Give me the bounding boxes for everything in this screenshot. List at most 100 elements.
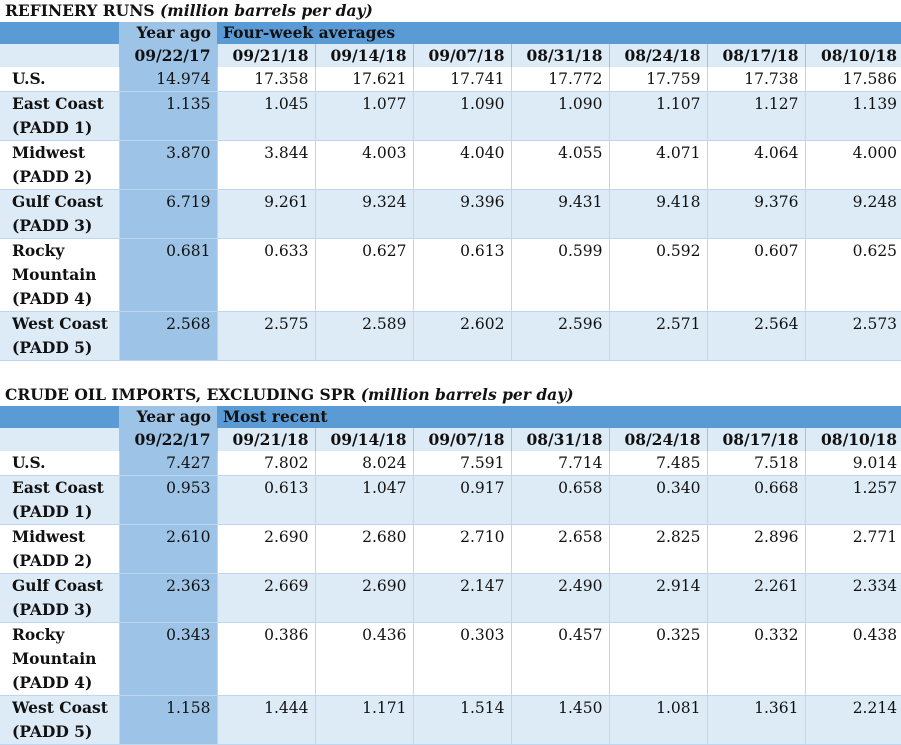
date-header: 08/31/18 [510, 44, 609, 67]
value-cell: 1.171 [314, 695, 413, 745]
value-cell: 4.000 [804, 140, 901, 190]
value-cell: 0.613 [216, 475, 315, 525]
value-cell: 9.418 [608, 189, 707, 239]
value-cell: 2.596 [510, 311, 609, 361]
date-header: 08/17/18 [706, 44, 805, 67]
header-group-row: Year ago Four-week averages [0, 22, 901, 44]
value-cell: 1.158 [118, 695, 217, 745]
value-cell: 2.261 [706, 573, 805, 623]
value-cell: 7.591 [412, 451, 511, 476]
date-header: 09/21/18 [216, 428, 315, 451]
region-label: Gulf Coast (PADD 3) [0, 573, 119, 623]
header-blank-cell [0, 22, 119, 44]
table-row-west-coast: West Coast (PADD 5) 2.568 2.575 2.589 2.602 2… [0, 311, 901, 361]
date-header: 08/31/18 [510, 428, 609, 451]
table-unit: (million barrels per day) [360, 385, 574, 404]
value-cell: 1.077 [314, 91, 413, 141]
value-cell: 17.621 [314, 67, 413, 92]
value-cell: 2.610 [118, 524, 217, 574]
value-cell: 0.627 [314, 238, 413, 312]
value-cell: 7.802 [216, 451, 315, 476]
date-header-blank [0, 428, 119, 451]
value-cell: 0.953 [118, 475, 217, 525]
value-cell: 1.047 [314, 475, 413, 525]
value-cell: 2.602 [412, 311, 511, 361]
value-cell: 2.680 [314, 524, 413, 574]
value-cell: 4.071 [608, 140, 707, 190]
value-cell: 0.599 [510, 238, 609, 312]
refinery-runs-section: REFINERY RUNS (million barrels per day) Y… [0, 0, 901, 361]
table-title-text: CRUDE OIL IMPORTS, EXCLUDING SPR [5, 385, 356, 404]
table-title-text: REFINERY RUNS [5, 1, 155, 20]
value-cell: 1.514 [412, 695, 511, 745]
region-label: West Coast (PADD 5) [0, 311, 119, 361]
value-cell: 0.681 [118, 238, 217, 312]
crude-imports-section: CRUDE OIL IMPORTS, EXCLUDING SPR (millio… [0, 384, 901, 745]
value-cell: 0.438 [804, 622, 901, 696]
data-table: Year ago Four-week averages 09/22/17 09/21/… [0, 22, 901, 361]
header-group-row: Year ago Most recent [0, 406, 901, 428]
value-cell: 0.343 [118, 622, 217, 696]
date-header: 09/14/18 [314, 428, 413, 451]
value-cell: 0.340 [608, 475, 707, 525]
date-header: 09/14/18 [314, 44, 413, 67]
value-cell: 17.586 [804, 67, 901, 92]
value-cell: 9.431 [510, 189, 609, 239]
value-cell: 2.147 [412, 573, 511, 623]
group-label: Most recent [217, 406, 901, 428]
value-cell: 1.135 [118, 91, 217, 141]
region-label: U.S. [0, 451, 119, 476]
value-cell: 9.261 [216, 189, 315, 239]
value-cell: 4.055 [510, 140, 609, 190]
value-cell: 0.332 [706, 622, 805, 696]
value-cell: 0.436 [314, 622, 413, 696]
value-cell: 17.759 [608, 67, 707, 92]
region-label: Rocky Mountain (PADD 4) [0, 622, 119, 696]
value-cell: 2.914 [608, 573, 707, 623]
value-cell: 2.710 [412, 524, 511, 574]
value-cell: 0.625 [804, 238, 901, 312]
value-cell: 1.107 [608, 91, 707, 141]
table-row-rocky-mountain: Rocky Mountain (PADD 4) 0.681 0.633 0.627 0.… [0, 238, 901, 312]
region-label: East Coast (PADD 1) [0, 91, 119, 141]
value-cell: 1.361 [706, 695, 805, 745]
value-cell: 0.607 [706, 238, 805, 312]
data-table: Year ago Most recent 09/22/17 09/21/18 09/14… [0, 406, 901, 745]
date-header: 08/24/18 [608, 428, 707, 451]
value-cell: 1.045 [216, 91, 315, 141]
region-label: Midwest (PADD 2) [0, 524, 119, 574]
table-row-midwest: Midwest (PADD 2) 2.610 2.690 2.680 2.710 2.65… [0, 524, 901, 574]
value-cell: 2.690 [216, 524, 315, 574]
value-cell: 2.658 [510, 524, 609, 574]
value-cell: 14.974 [118, 67, 217, 92]
value-cell: 2.771 [804, 524, 901, 574]
value-cell: 9.324 [314, 189, 413, 239]
table-row-midwest: Midwest (PADD 2) 3.870 3.844 4.003 4.040 4.05… [0, 140, 901, 190]
date-header: 09/22/17 [118, 428, 217, 451]
value-cell: 0.658 [510, 475, 609, 525]
value-cell: 2.573 [804, 311, 901, 361]
date-header-row: 09/22/17 09/21/18 09/14/18 09/07/18 08/31/18… [0, 428, 901, 451]
value-cell: 7.714 [510, 451, 609, 476]
value-cell: 2.334 [804, 573, 901, 623]
table-row-west-coast: West Coast (PADD 5) 1.158 1.444 1.171 1.514 1… [0, 695, 901, 745]
value-cell: 7.485 [608, 451, 707, 476]
date-header: 09/07/18 [412, 428, 511, 451]
value-cell: 0.303 [412, 622, 511, 696]
year-ago-label: Year ago [119, 406, 217, 428]
value-cell: 1.090 [412, 91, 511, 141]
date-header-row: 09/22/17 09/21/18 09/14/18 09/07/18 08/31/18… [0, 44, 901, 67]
value-cell: 2.564 [706, 311, 805, 361]
region-label: U.S. [0, 67, 119, 92]
value-cell: 3.844 [216, 140, 315, 190]
value-cell: 2.568 [118, 311, 217, 361]
value-cell: 1.450 [510, 695, 609, 745]
value-cell: 2.363 [118, 573, 217, 623]
date-header: 08/10/18 [804, 428, 901, 451]
value-cell: 2.490 [510, 573, 609, 623]
value-cell: 0.668 [706, 475, 805, 525]
table-row-east-coast: East Coast (PADD 1) 0.953 0.613 1.047 0.917 0… [0, 475, 901, 525]
value-cell: 0.633 [216, 238, 315, 312]
date-header: 08/24/18 [608, 44, 707, 67]
value-cell: 2.214 [804, 695, 901, 745]
